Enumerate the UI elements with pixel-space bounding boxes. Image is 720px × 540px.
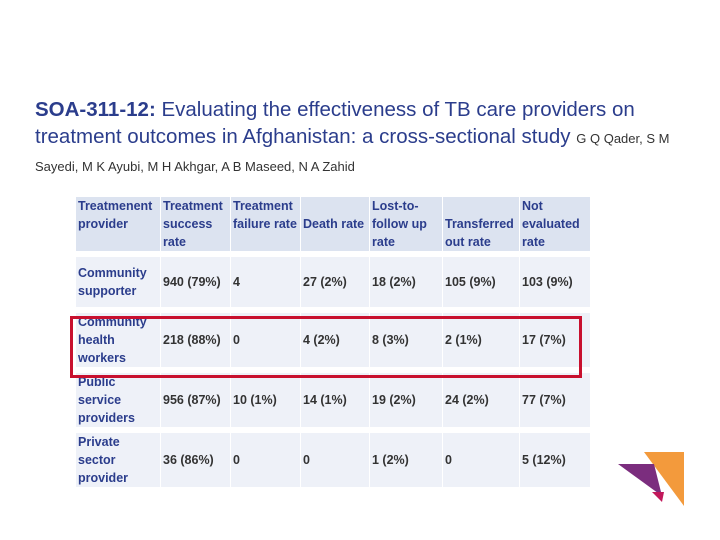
ltfu-cell: 18 (2%) — [369, 256, 443, 308]
col-death-header: Death rate — [300, 196, 370, 252]
success-cell: 36 (86%) — [160, 432, 231, 488]
abstract-code: SOA-311-12: — [35, 98, 156, 121]
header-row: Treatmenent provider Treatment success r… — [75, 196, 591, 252]
col-not-evaluated-header: Not evaluated rate — [519, 196, 591, 252]
death-cell: 27 (2%) — [300, 256, 370, 308]
death-cell: 14 (1%) — [300, 372, 370, 428]
table-row: Public service providers 956 (87%) 10 (1… — [75, 372, 591, 428]
transfer-cell: 105 (9%) — [442, 256, 520, 308]
logo-icon — [618, 452, 684, 506]
col-failure-header: Treatment failure rate — [230, 196, 301, 252]
highlight-box — [70, 316, 582, 378]
provider-cell: Private sector provider — [75, 432, 161, 488]
transfer-cell: 2 (1%) — [442, 312, 520, 368]
table-row: Private sector provider 36 (86%) 0 0 1 (… — [75, 432, 591, 488]
death-cell: 4 (2%) — [300, 312, 370, 368]
col-provider-header: Treatmenent provider — [75, 196, 161, 252]
table-row: Community supporter 940 (79%) 4 27 (2%) … — [75, 256, 591, 308]
success-cell: 218 (88%) — [160, 312, 231, 368]
success-cell: 956 (87%) — [160, 372, 231, 428]
not-evaluated-cell: 77 (7%) — [519, 372, 591, 428]
failure-cell: 0 — [230, 432, 301, 488]
ltfu-cell: 19 (2%) — [369, 372, 443, 428]
death-cell: 0 — [300, 432, 370, 488]
not-evaluated-cell: 5 (12%) — [519, 432, 591, 488]
provider-cell: Community supporter — [75, 256, 161, 308]
ltfu-cell: 1 (2%) — [369, 432, 443, 488]
outcomes-table: Treatmenent provider Treatment success r… — [75, 196, 591, 488]
col-transfer-header: Transferred out rate — [442, 196, 520, 252]
failure-cell: 4 — [230, 256, 301, 308]
provider-cell: Public service providers — [75, 372, 161, 428]
logo-magenta-shape — [652, 492, 664, 502]
failure-cell: 10 (1%) — [230, 372, 301, 428]
provider-cell: Community health workers — [75, 312, 161, 368]
slide-title: SOA-311-12: Evaluating the effectiveness… — [35, 97, 715, 181]
col-success-header: Treatment success rate — [160, 196, 231, 252]
transfer-cell: 0 — [442, 432, 520, 488]
title-text: Evaluating the effectiveness of TB care … — [35, 98, 635, 148]
transfer-cell: 24 (2%) — [442, 372, 520, 428]
success-cell: 940 (79%) — [160, 256, 231, 308]
ltfu-cell: 8 (3%) — [369, 312, 443, 368]
not-evaluated-cell: 103 (9%) — [519, 256, 591, 308]
col-ltfu-header: Lost-to-follow up rate — [369, 196, 443, 252]
failure-cell: 0 — [230, 312, 301, 368]
authors: G Q Qader, S M Sayedi, M K Ayubi, M H Ak… — [35, 130, 670, 175]
logo-purple-shape — [618, 464, 662, 496]
